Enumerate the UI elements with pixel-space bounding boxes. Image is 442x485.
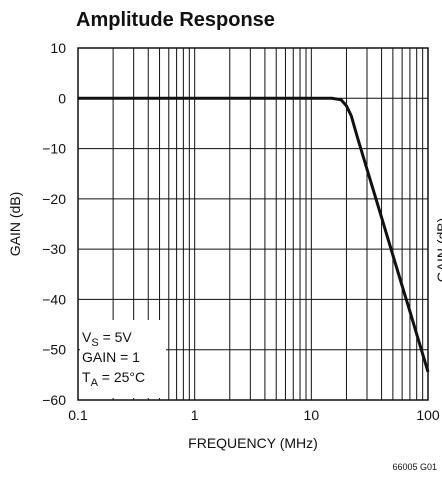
y-tick-label: −30 — [42, 241, 66, 257]
y-tick-label: −60 — [42, 392, 66, 408]
x-tick-label: 1 — [191, 407, 199, 423]
annotation: GAIN = 1 — [82, 349, 140, 365]
y-axis-label: GAIN (dB) — [7, 192, 23, 257]
annotation-part: = 25°C — [98, 369, 145, 385]
annotation-subscript: S — [91, 337, 98, 349]
x-axis-label: FREQUENCY (MHz) — [188, 435, 318, 451]
annotation: TA = 25°C — [82, 369, 145, 389]
y-tick-label: −10 — [42, 141, 66, 157]
data-line — [78, 96, 430, 373]
plot-frame — [77, 47, 429, 401]
x-tick-label: 0.1 — [68, 407, 88, 423]
annotation-part: GAIN = 1 — [82, 349, 140, 365]
annotation-subscript: A — [91, 377, 99, 389]
y-tick-label: −20 — [42, 191, 66, 207]
annotation-part: T — [82, 369, 91, 385]
chart-title: Amplitude Response — [76, 9, 275, 31]
neighbor-label: GAIN (dB) — [434, 218, 442, 283]
y-tick-label: 0 — [58, 90, 66, 106]
annotation-part: V — [82, 329, 92, 345]
x-tick-label: 10 — [304, 407, 320, 423]
footnote: 66005 G01 — [392, 462, 437, 472]
annotation-part: = 5V — [99, 329, 133, 345]
y-tick-label: 10 — [50, 40, 66, 56]
annotation-bg — [80, 320, 166, 398]
x-tick-label: 100 — [416, 407, 440, 423]
annotation: VS = 5V — [82, 329, 132, 349]
y-tick-label: −40 — [42, 291, 66, 307]
y-tick-label: −50 — [42, 342, 66, 358]
